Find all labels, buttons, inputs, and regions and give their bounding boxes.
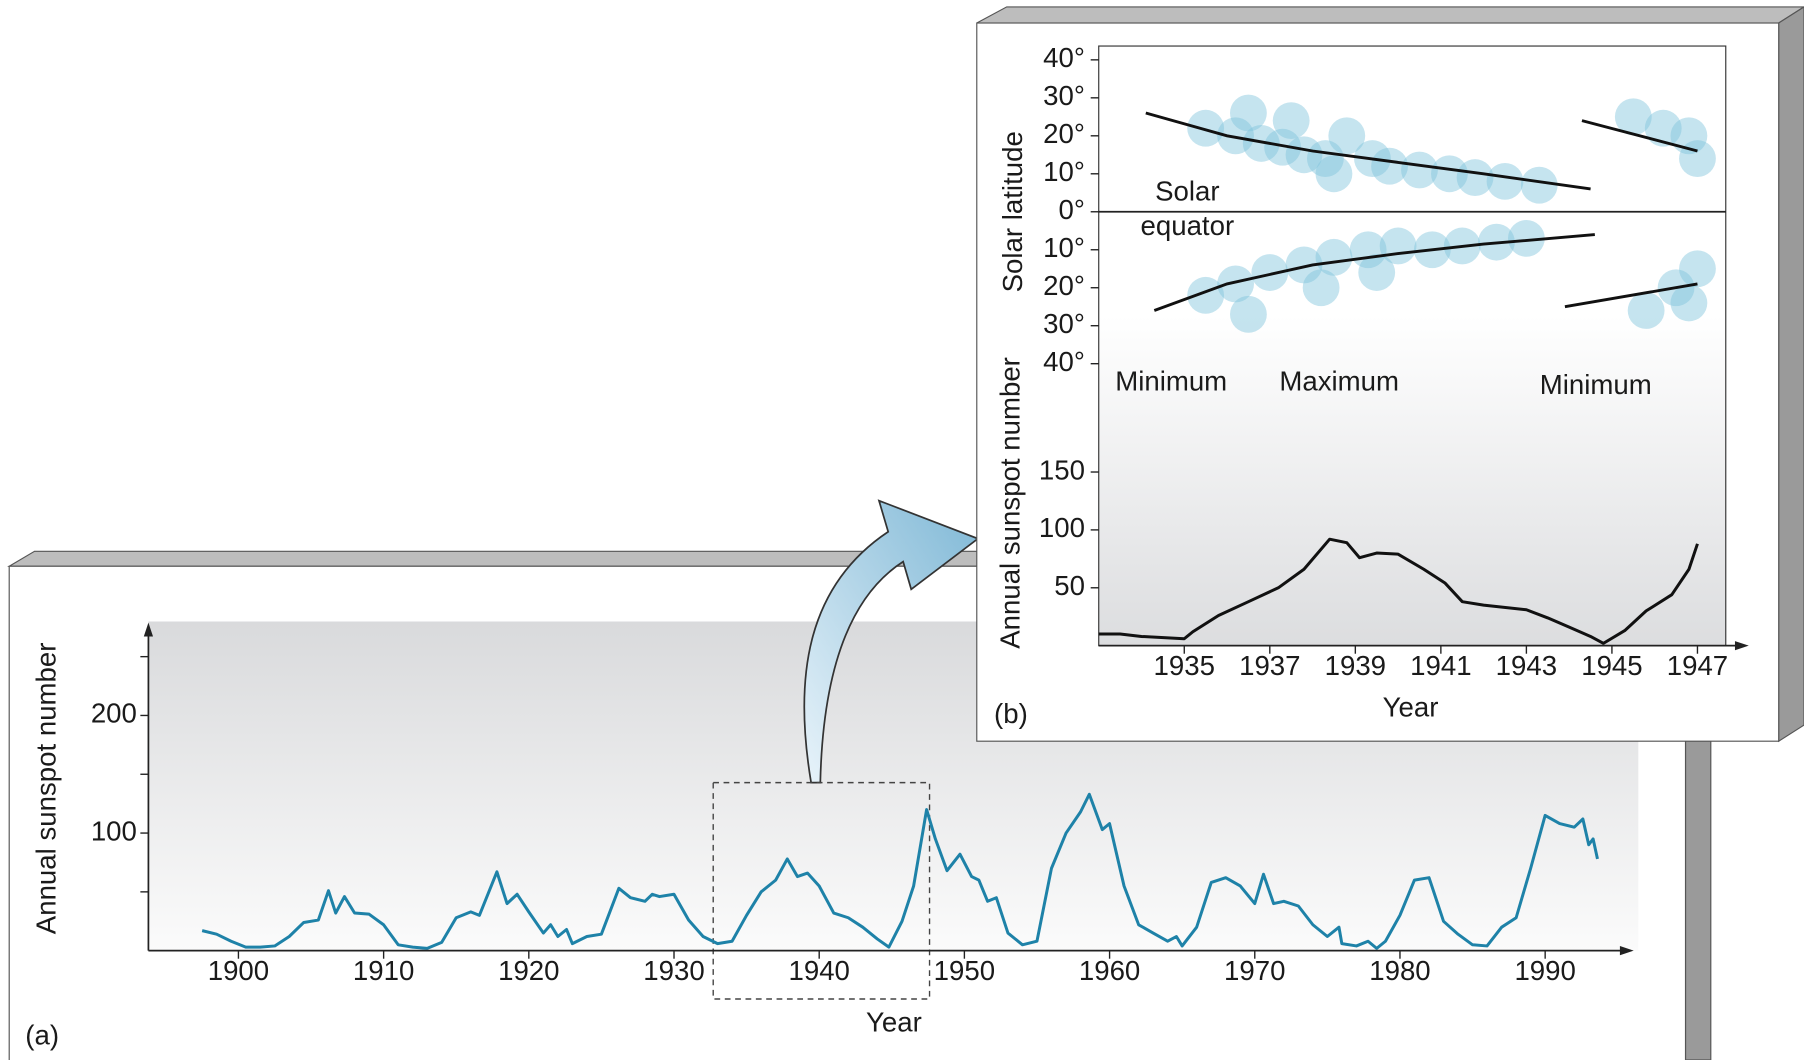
y-axis-label: Annual sunspot number [995, 357, 1026, 649]
panel-label: (a) [25, 1019, 59, 1050]
sunspot-cluster [1242, 124, 1280, 162]
sunspot-cluster [1644, 109, 1682, 147]
y-tick-label: 40° [1043, 346, 1085, 377]
x-tick-label: 1970 [1224, 955, 1285, 986]
y-tick-label: 10° [1043, 232, 1085, 263]
x-tick-label: 1941 [1410, 650, 1471, 681]
annotation: Minimum [1540, 369, 1652, 400]
x-tick-label: 1980 [1369, 955, 1430, 986]
sunspot-cluster [1371, 147, 1408, 185]
sunspot-cluster [1507, 219, 1545, 257]
y-tick-label: 200 [91, 698, 137, 729]
x-axis-arrow [1734, 641, 1749, 651]
y-axis-label: Annual sunspot number [31, 643, 62, 935]
x-tick-label: 1960 [1079, 955, 1140, 986]
x-tick-label: 1937 [1239, 650, 1300, 681]
y-tick-label: 100 [91, 815, 137, 846]
x-tick-label: 1900 [208, 955, 269, 986]
sunspot-cluster [1187, 276, 1225, 314]
y-tick-label: 100 [1039, 512, 1085, 543]
y-tick-label: 30° [1043, 80, 1085, 111]
sunspot-cluster [1614, 98, 1652, 136]
latitude-trend [1145, 111, 1591, 191]
x-tick-label: 1990 [1514, 955, 1575, 986]
sunspot-cluster [1315, 155, 1353, 193]
y-tick-label: 150 [1039, 454, 1085, 485]
x-tick-label: 1947 [1667, 650, 1728, 681]
sunspot-line [201, 792, 1599, 950]
sunspot-cluster [1285, 246, 1323, 284]
sunspot-cluster [1230, 295, 1267, 333]
y-tick-label: 0° [1059, 194, 1085, 225]
y-tick-label: 20° [1043, 270, 1085, 301]
sunspot-cluster [1272, 102, 1310, 140]
x-axis-arrow [1619, 946, 1634, 956]
sunspot-cluster [1358, 254, 1396, 291]
sunspot-cluster [1306, 140, 1344, 178]
x-tick-label: 1910 [353, 955, 414, 986]
x-axis-label: Year [866, 1007, 922, 1038]
sunspot-cluster [1251, 254, 1289, 291]
x-tick-label: 1930 [643, 955, 704, 986]
x-tick-label: 1950 [934, 955, 995, 986]
sunspot-cluster [1679, 140, 1716, 178]
sunspot-line [1098, 537, 1699, 645]
annotation: equator [1141, 210, 1235, 241]
x-axis-label: Year [1383, 691, 1439, 722]
panel-side [1778, 6, 1804, 743]
sunspot-cluster [1456, 159, 1494, 197]
sunspot-cluster [1431, 155, 1468, 193]
x-tick-label: 1940 [788, 955, 849, 986]
annotation: Solar [1155, 176, 1219, 207]
sunspot-cluster [1328, 117, 1366, 155]
y-tick-label: 50 [1054, 570, 1085, 601]
x-tick-label: 1943 [1496, 650, 1557, 681]
sunspot-cluster [1486, 162, 1524, 200]
annotation: Minimum [1115, 366, 1227, 397]
chart-layer: 100 200 1900 1910 1920 1930 1940 1950 1960 1970 19… [25, 42, 1749, 1050]
x-tick-label: 1939 [1325, 650, 1386, 681]
sunspot-cluster [1302, 269, 1340, 307]
y-tick-label: 10° [1043, 156, 1085, 187]
sunspot-cluster [1187, 109, 1225, 147]
sunspot-cluster [1520, 166, 1558, 204]
y-axis-arrow [143, 622, 154, 637]
sunspot-cluster [1679, 250, 1716, 288]
sunspot-cluster [1230, 94, 1267, 132]
y-axis-label: Solar latitude [997, 131, 1028, 292]
panel-label: (b) [994, 698, 1028, 729]
y-tick-label: 30° [1043, 308, 1085, 339]
plot-background [1098, 45, 1727, 647]
y-tick-label: 20° [1043, 118, 1085, 149]
latitude-trend [1153, 233, 1595, 312]
latitude-trend [1581, 119, 1698, 153]
x-tick-label: 1945 [1581, 650, 1642, 681]
zoom-box [712, 781, 931, 1000]
sunspot-cluster [1401, 151, 1438, 189]
sunspot-cluster [1217, 117, 1254, 155]
x-tick-label: 1935 [1154, 650, 1215, 681]
sunspot-cluster [1627, 292, 1665, 329]
sunspot-cluster [1217, 265, 1254, 303]
sunspot-cluster [1670, 284, 1708, 322]
zoom-arrow [803, 499, 980, 784]
panel-top [976, 6, 1804, 24]
sunspot-cluster [1285, 136, 1323, 174]
x-tick-label: 1920 [498, 955, 559, 986]
annotation: Maximum [1279, 366, 1399, 397]
sunspot-cluster [1264, 128, 1302, 166]
latitude-trend [1564, 282, 1698, 309]
sunspot-cluster [1315, 238, 1353, 276]
y-tick-label: 40° [1043, 42, 1085, 73]
